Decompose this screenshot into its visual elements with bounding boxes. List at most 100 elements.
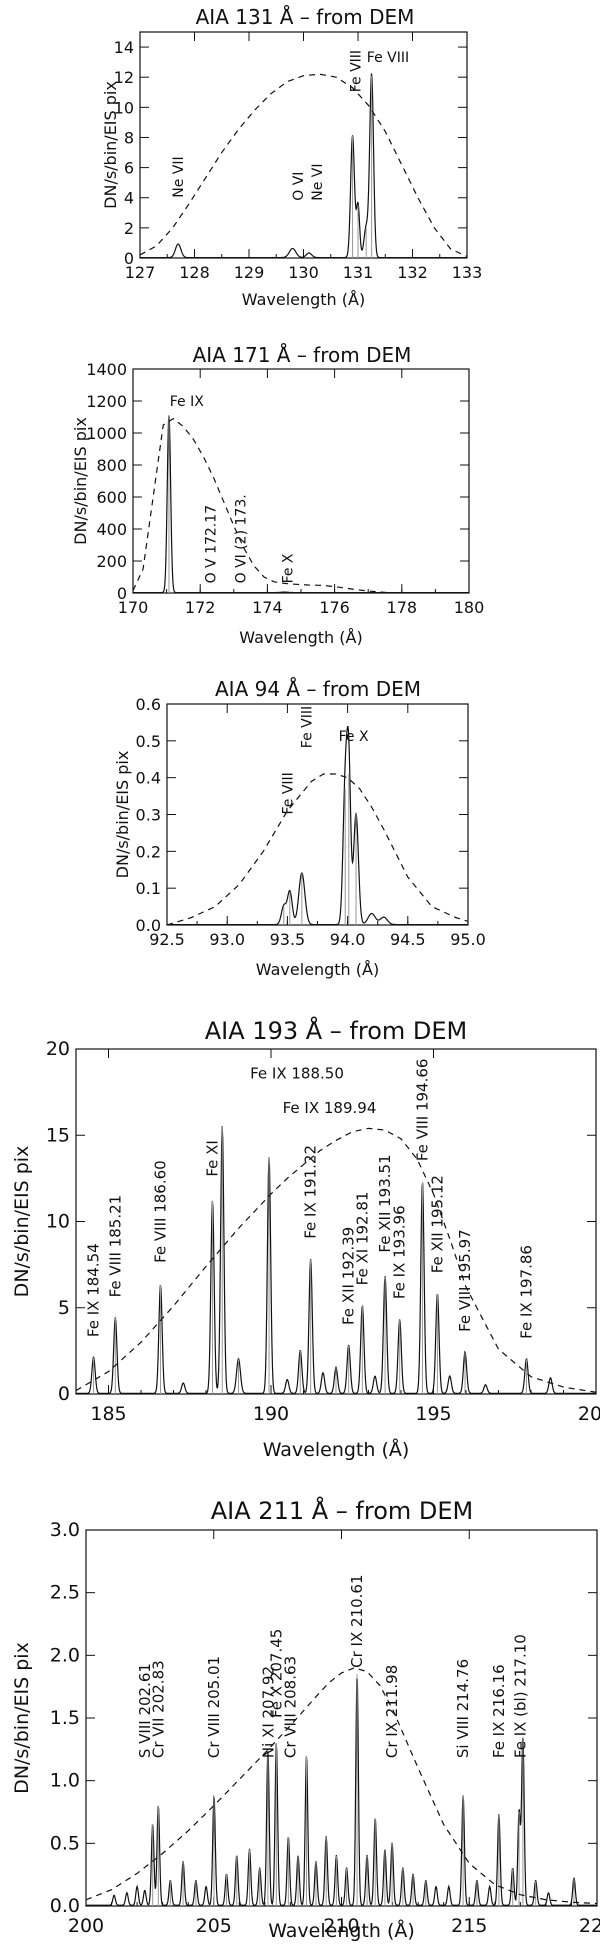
dem-curve (76, 1127, 596, 1393)
spectrum-line (140, 72, 467, 258)
x-tick-label: 94.0 (330, 930, 366, 949)
line-annotation: Fe IX 197.86 (517, 1245, 535, 1339)
y-tick-label: 0 (124, 249, 134, 268)
chart-title: AIA 94 Å – from DEM (215, 677, 421, 701)
y-tick-label: 10 (114, 98, 134, 117)
x-tick-label: 131 (343, 263, 374, 282)
line-annotation: Cr IX 210.61 (348, 1574, 366, 1667)
line-annotation: Fe VIII 185.21 (106, 1195, 124, 1298)
line-annotation: O VI (2) 173. (234, 494, 250, 583)
chart-title: AIA 211 Å – from DEM (211, 1496, 474, 1525)
y-tick-label: 0.5 (136, 732, 161, 751)
x-tick-label: 128 (179, 263, 210, 282)
line-annotation: Fe XI (204, 1140, 222, 1177)
line-annotation: Ne VII (171, 156, 187, 197)
y-tick-label: 6 (124, 159, 134, 178)
x-tick-label: 205 (196, 1915, 232, 1937)
y-tick-label: 2.0 (50, 1644, 80, 1666)
line-annotation: Fe IX (bl) 217.10 (511, 1634, 529, 1758)
line-annotation: Fe XI 192.81 (353, 1192, 371, 1286)
y-axis-label: DN/s/bin/EIS pix (11, 1642, 33, 1794)
y-axis-label: DN/s/bin/EIS pix (11, 1146, 33, 1298)
dem-curve (86, 1667, 597, 1905)
x-axis-label: Wavelength (Å) (268, 1919, 415, 1942)
y-tick-label: 0.3 (136, 806, 161, 825)
line-annotation: Ne VI (310, 163, 326, 200)
x-tick-label: 190 (253, 1403, 289, 1425)
y-tick-label: 8 (124, 128, 134, 147)
y-tick-label: 200 (96, 552, 127, 571)
x-tick-label: 92.5 (149, 930, 185, 949)
x-tick-label: 185 (90, 1403, 126, 1425)
y-tick-label: 0.6 (136, 695, 161, 714)
y-tick-label: 800 (96, 456, 127, 475)
chart-panel-4: AIA 193 Å – from DEM 185 190 195 200 0 5 10 15 20… (11, 1016, 600, 1461)
x-tick-label: 220 (579, 1915, 600, 1937)
x-tick-label: 132 (397, 263, 428, 282)
x-axis-label: Wavelength (Å) (242, 290, 365, 309)
chart-panel-2: AIA 171 Å – from DEM 170 172 174 176 178 180 0 2… (71, 343, 484, 647)
line-annotation: Ni XI 207.92 (260, 1666, 278, 1758)
y-tick-label: 4 (124, 189, 134, 208)
line-annotation: Fe VIII 186.60 (152, 1160, 170, 1263)
line-annotation: Fe VIII (300, 706, 316, 748)
plot-frame (166, 703, 469, 926)
x-tick-label: 93.0 (209, 930, 245, 949)
y-tick-label: 15 (46, 1124, 70, 1146)
chart-panel-3: AIA 94 Å – from DEM 92.5 93.0 93.5 94.0 94.5 9… (113, 677, 486, 979)
line-annotation: Fe XII 195.12 (428, 1175, 446, 1273)
y-axis-label: DN/s/bin/EIS pix (101, 81, 120, 209)
x-tick-label: 172 (185, 598, 216, 617)
line-annotation: Cr VII 202.83 (149, 1660, 167, 1758)
x-tick-label: 200 (68, 1915, 104, 1937)
x-tick-label: 94.5 (390, 930, 426, 949)
y-tick-label: 12 (114, 68, 134, 87)
y-tick-label: 0.0 (136, 916, 161, 935)
line-annotation: O V 172.17 (203, 505, 219, 583)
line-annotation: Fe VIII 195.97 (456, 1229, 474, 1332)
line-annotation: Cr VIII 208.63 (281, 1656, 299, 1758)
line-annotation: Fe VIII 194.66 (413, 1059, 431, 1162)
line-annotation: Fe IX 189.94 (283, 1099, 377, 1117)
dem-curve (133, 417, 402, 593)
y-tick-label: 1200 (86, 392, 127, 411)
x-tick-label: 195 (415, 1403, 451, 1425)
line-annotation: O VI (291, 172, 307, 201)
chart-panel-5: AIA 211 Å – from DEM 200 205 210 215 220 0.0 0.… (11, 1496, 600, 1942)
x-tick-label: 180 (454, 598, 485, 617)
y-tick-label: 0.0 (50, 1895, 80, 1917)
x-tick-label: 200 (578, 1403, 600, 1425)
line-annotation: Fe X (281, 553, 297, 583)
line-annotation: Fe VIII (280, 772, 296, 814)
y-tick-label: 1400 (86, 360, 127, 379)
line-annotation: Fe XII 193.51 (376, 1154, 394, 1252)
y-tick-label: 10 (46, 1211, 70, 1233)
y-tick-label: 0.1 (136, 879, 161, 898)
x-axis-label: Wavelength (Å) (256, 960, 379, 979)
y-tick-label: 0.2 (136, 842, 161, 861)
line-annotation: Fe VIII (367, 50, 409, 66)
y-tick-label: 5 (58, 1297, 70, 1319)
x-tick-label: 210 (323, 1915, 359, 1937)
line-annotation: Cr VIII 205.01 (205, 1656, 223, 1758)
y-tick-label: 0 (58, 1383, 70, 1405)
x-tick-label: 93.5 (270, 930, 306, 949)
x-tick-label: 215 (451, 1915, 487, 1937)
x-tick-label: 127 (125, 263, 156, 282)
dem-curve (167, 773, 468, 925)
x-tick-label: 176 (319, 598, 350, 617)
x-tick-label: 178 (387, 598, 418, 617)
chart-title: AIA 171 Å – from DEM (193, 343, 412, 367)
line-annotation: Fe X 207.45 (267, 1629, 285, 1718)
x-tick-label: 170 (118, 598, 149, 617)
x-tick-label: 95.0 (450, 930, 486, 949)
y-tick-label: 1.5 (50, 1707, 80, 1729)
y-tick-label: 2 (124, 219, 134, 238)
y-tick-label: 20 (46, 1038, 70, 1060)
y-tick-label: 3.0 (50, 1519, 80, 1541)
x-tick-label: 174 (252, 598, 283, 617)
line-annotation: S VIII 202.61 (136, 1663, 154, 1758)
line-annotation: Cr IX 211.98 (383, 1665, 401, 1758)
